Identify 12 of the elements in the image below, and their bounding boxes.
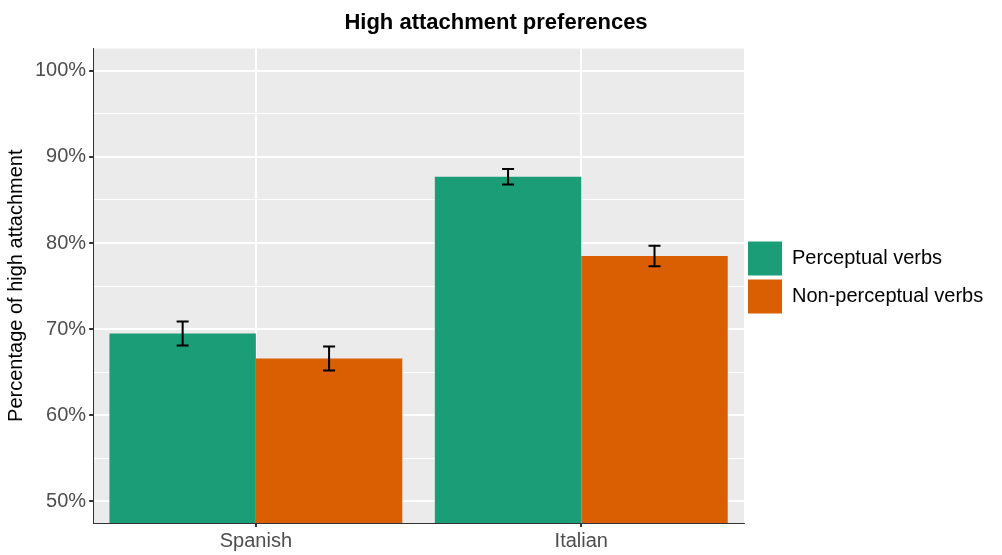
y-tick-label: 60% [46, 402, 87, 425]
x-tick-label: Italian [554, 528, 608, 551]
y-tick-label: 70% [46, 316, 87, 339]
legend-label: Perceptual verbs [792, 246, 943, 269]
y-axis-title: Percentage of high attachment [3, 149, 26, 422]
y-tick-label: 50% [46, 488, 87, 511]
y-tick-label: 90% [46, 144, 87, 167]
chart-title: High attachment preferences [344, 9, 648, 35]
x-tick-label: Spanish [219, 528, 292, 551]
y-tick-label: 100% [35, 58, 87, 81]
y-tick-label: 80% [46, 230, 87, 253]
legend-label: Non-perceptual verbs [792, 284, 984, 307]
